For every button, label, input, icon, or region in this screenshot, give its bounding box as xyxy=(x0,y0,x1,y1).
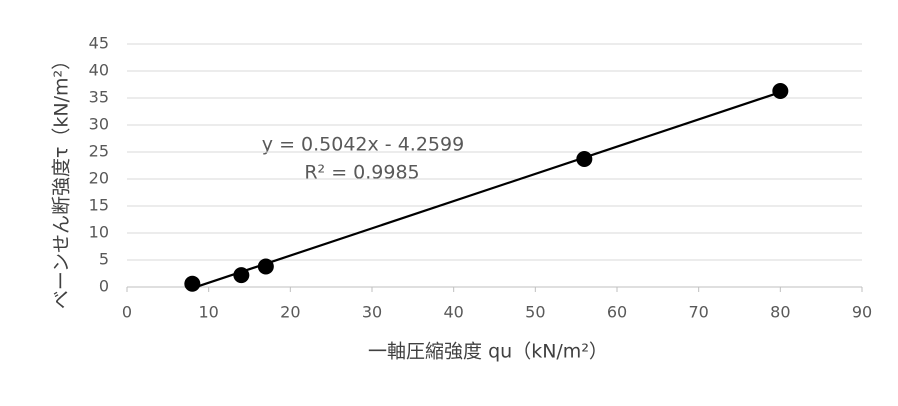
x-tick-label: 60 xyxy=(607,303,627,322)
x-tick-label: 80 xyxy=(770,303,790,322)
trendline xyxy=(191,91,781,290)
y-tick-label: 25 xyxy=(89,142,109,161)
x-tick-label: 30 xyxy=(362,303,382,322)
x-tick-label: 90 xyxy=(852,303,872,322)
x-tick-label: 20 xyxy=(280,303,300,322)
y-tick-label: 35 xyxy=(89,88,109,107)
trendline-equation: y = 0.5042x - 4.2599 xyxy=(262,134,464,156)
x-tick-label: 40 xyxy=(443,303,463,322)
y-tick-label: 5 xyxy=(99,250,109,269)
y-tick-label: 40 xyxy=(89,61,109,80)
y-tick-label: 0 xyxy=(99,277,109,296)
point xyxy=(576,151,593,168)
x-tick-label: 10 xyxy=(198,303,218,322)
y-tick-label: 15 xyxy=(89,196,109,215)
y-tick-label: 20 xyxy=(89,169,109,188)
x-tick-label: 0 xyxy=(122,303,132,322)
point xyxy=(772,82,789,99)
r-squared: R² = 0.9985 xyxy=(304,162,419,184)
point xyxy=(233,267,250,284)
x-tick-label: 70 xyxy=(688,303,708,322)
y-axis-label: ベーンせん断強度τ（kN/m²） xyxy=(51,51,73,309)
x-tick-label: 50 xyxy=(525,303,545,322)
y-tick-label: 10 xyxy=(89,223,109,242)
y-tick-label: 45 xyxy=(89,34,109,53)
point xyxy=(257,258,274,275)
y-tick-label: 30 xyxy=(89,115,109,134)
x-axis-label: 一軸圧縮強度 qu（kN/m²） xyxy=(368,341,608,363)
point xyxy=(184,275,201,292)
